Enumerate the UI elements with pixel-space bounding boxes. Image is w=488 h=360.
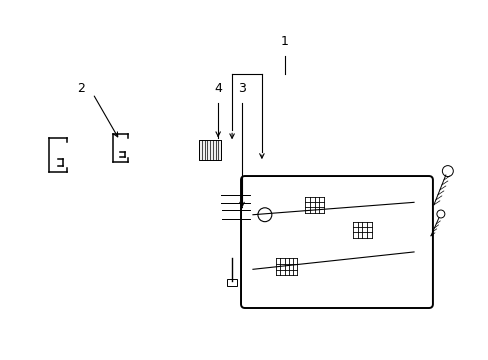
Circle shape [436, 210, 444, 218]
Circle shape [442, 166, 452, 176]
Text: 1: 1 [280, 35, 288, 48]
Bar [199, 140, 221, 160]
Text: 3: 3 [238, 82, 245, 95]
FancyBboxPatch shape [241, 176, 432, 308]
Text: 4: 4 [214, 82, 222, 95]
Text: 2: 2 [77, 82, 85, 95]
Bar [226, 279, 237, 286]
